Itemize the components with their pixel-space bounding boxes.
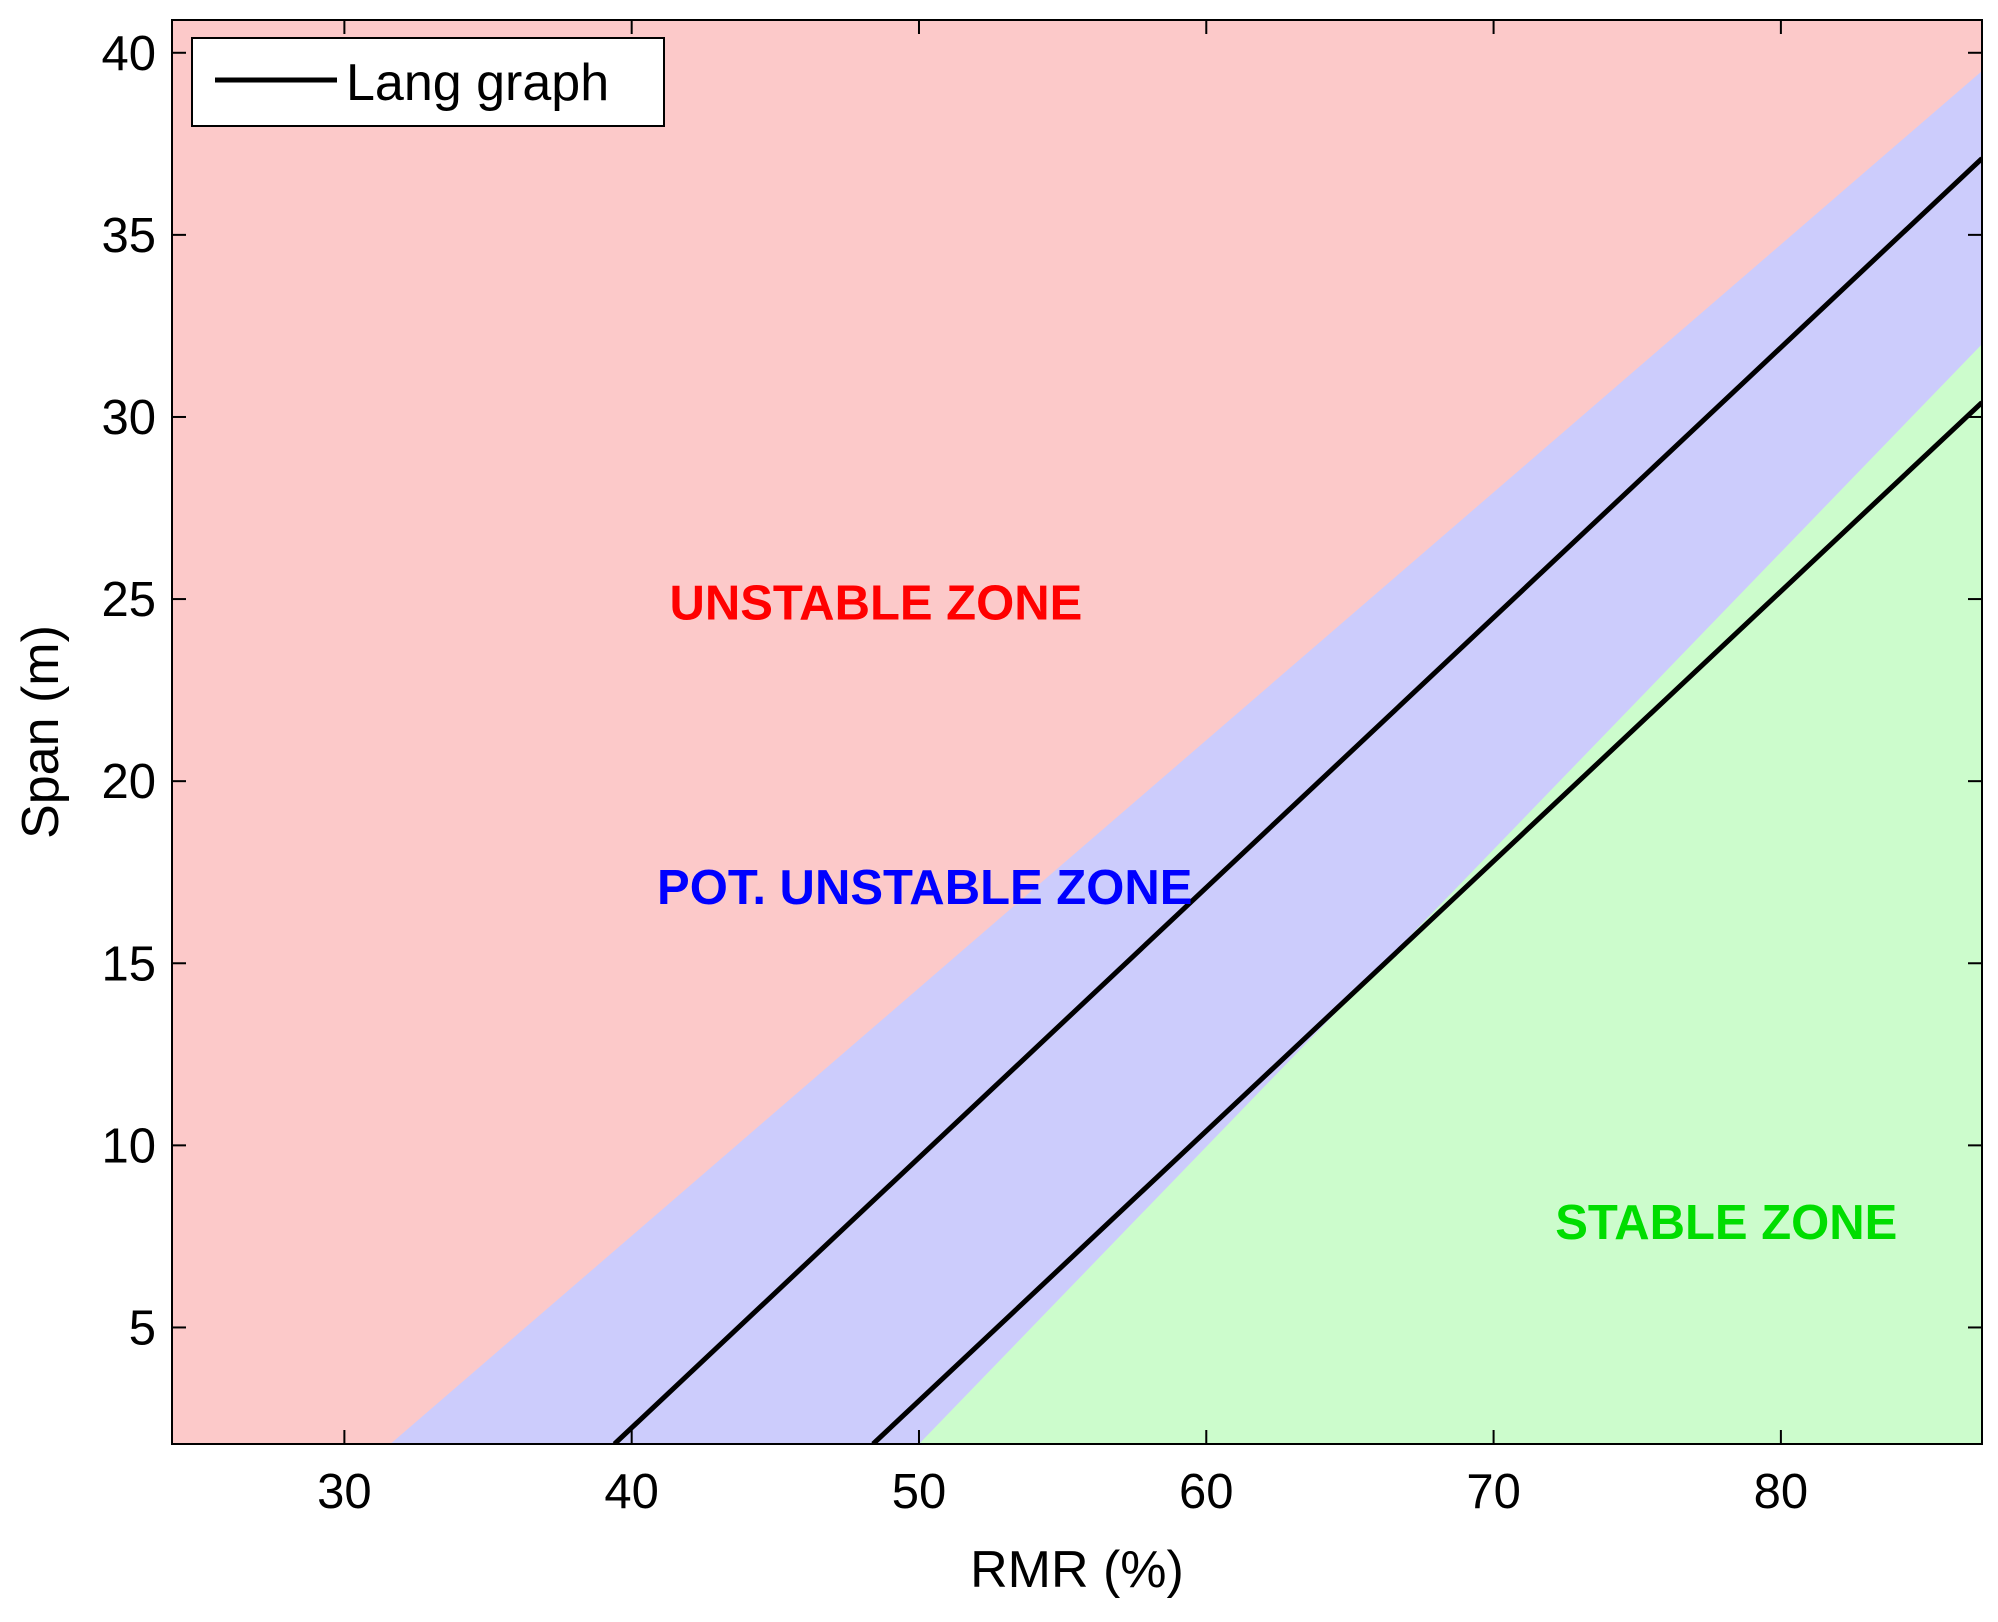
zone-label: UNSTABLE ZONE — [669, 577, 1082, 631]
x-tick-label: 30 — [317, 1465, 372, 1519]
y-tick-label: 30 — [101, 391, 156, 445]
x-tick-label: 80 — [1754, 1465, 1809, 1519]
series-line-1 — [612, 156, 1982, 1444]
legend: Lang graph — [191, 37, 665, 127]
zone-labels: UNSTABLE ZONE POT. UNSTABLE ZONE STABLE ZO… — [657, 577, 1897, 1250]
zone-label: POT. UNSTABLE ZONE — [657, 861, 1192, 915]
x-tick-label: 50 — [892, 1465, 947, 1519]
x-tick-label: 60 — [1179, 1465, 1234, 1519]
plot-frame — [171, 19, 1983, 1445]
region-unstable — [172, 20, 1982, 1444]
zone-regions — [172, 20, 1982, 1444]
y-tick-label: 40 — [101, 27, 156, 81]
y-tick-label: 25 — [101, 573, 156, 627]
x-tick-label: 70 — [1466, 1465, 1521, 1519]
y-axis-label: Span (m) — [12, 625, 70, 839]
x-axis-label: RMR (%) — [970, 1541, 1184, 1599]
zone-label: STABLE ZONE — [1555, 1196, 1897, 1250]
y-tick-label: 5 — [129, 1301, 156, 1355]
region-stable — [918, 344, 1982, 1444]
x-tick-label: 40 — [604, 1465, 659, 1519]
y-tick-label: 20 — [101, 755, 156, 809]
series-lines — [612, 156, 1982, 1444]
y-tick-label: 15 — [101, 937, 156, 991]
y-tick-label: 10 — [101, 1119, 156, 1173]
y-tick-label: 35 — [101, 209, 156, 263]
series-line-2 — [871, 400, 1982, 1444]
legend-entry-label: Lang graph — [346, 54, 609, 112]
axis-ticks: 30 40 50 60 70 80 5 10 15 20 25 30 35 40 — [101, 20, 1982, 1519]
